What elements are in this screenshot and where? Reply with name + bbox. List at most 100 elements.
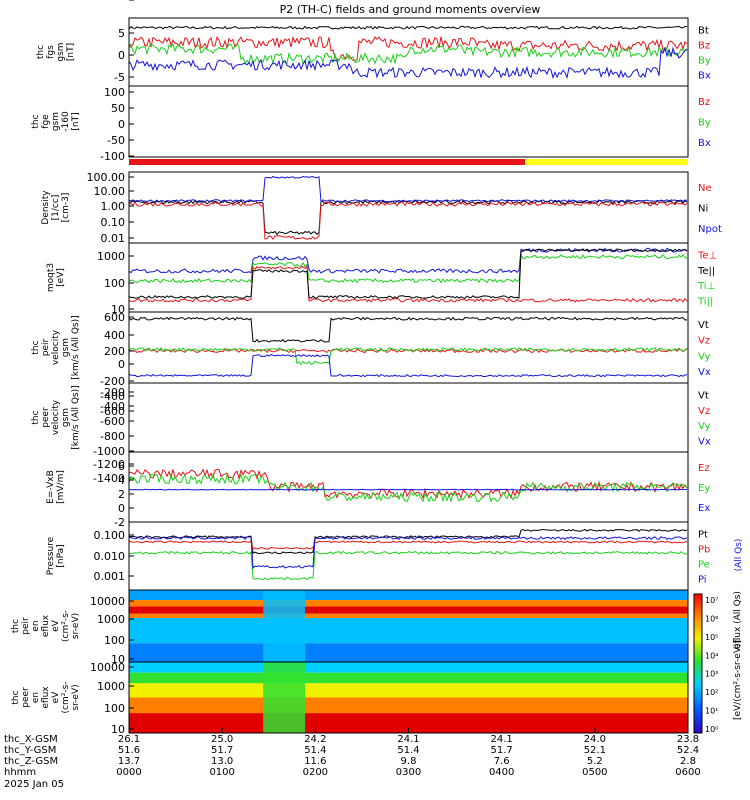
ylabel-line: thc [11,690,21,704]
ylabel-line: eV [51,619,61,632]
trace-blue [128,488,688,491]
ytick-label: 0.010 [94,550,126,563]
ylabel-line: [1/cc] [51,195,61,221]
ytick-label: -600 [100,405,125,418]
legend-Vx: Vx [698,367,711,378]
ytick-label: -200 [100,375,125,388]
trace-red [128,540,688,550]
ytick-label: 0.100 [94,529,126,542]
ytick-label: 0 [118,502,125,515]
ylabel-line: peir [21,617,31,635]
ylabel-line: eV [51,691,61,704]
spectrogram-band [129,672,688,684]
time-axis-value: 0400 [489,767,514,778]
time-axis-value: 51.7 [211,745,233,756]
panel-frame [128,171,689,244]
legend-By: By [698,56,711,67]
trace-black [128,199,688,236]
ytick-label: 0 [118,358,125,371]
ylabel-line: moqt3 [46,263,56,292]
ytick-label: 0 [118,49,125,62]
ytick-label: 6 [118,460,125,473]
ylabel-line: [km/s (All Qs)] [71,385,81,449]
legend-Te||: Te|| [697,266,715,277]
time-axis-value: 0200 [303,767,328,778]
time-axis-value: 51.7 [491,745,513,756]
spectrogram-band [129,662,688,673]
time-axis-value: 24.0 [584,734,606,745]
panel-frame [128,85,689,158]
time-axis-value: 52.4 [677,745,699,756]
ylabel-line: en [31,620,41,631]
ytick-label: 4 [118,474,125,487]
ylabel-line: gsm [61,338,71,357]
ylabel-line: -160 [61,111,71,132]
time-axis-value: 13.7 [118,756,140,767]
pressure-note: (All Qs) [734,539,744,572]
legend-Pt: Pt [698,529,708,540]
time-axis-value: 11.6 [304,756,326,767]
panel-frame [128,382,689,453]
time-axis-value: 24.1 [397,734,419,745]
legend-Vt: Vt [698,320,709,331]
time-axis-value: 51.6 [118,745,140,756]
ytick-label: -100 [100,150,125,163]
trace-red [128,35,688,62]
ylabel-line: [cm-3] [61,193,71,223]
colorbar-tick: 10⁷ [705,596,718,605]
ytick-label: -1000 [93,445,125,458]
ytick-label: 10 [111,303,125,316]
legend-Vt: Vt [698,391,709,402]
time-axis-value: 0600 [675,767,700,778]
legend-Vy: Vy [698,351,711,362]
ytick-label: 1.00 [101,200,126,213]
time-axis-value: 9.8 [401,756,417,767]
ylabel-line: fgs [46,45,56,59]
panel-10: 10000 1000 100 10 thc peer en eflux eV (cm²-s-sr-… [11,661,689,736]
colorbar-tick: 10⁴ [705,651,718,660]
time-axis-value: 0100 [209,767,234,778]
colorbar-tick: 10² [705,688,718,697]
ylabel-line: thc [31,114,41,128]
time-axis-value: 5.2 [587,756,603,767]
ytick-label: 600 [104,311,125,324]
spectrogram-band [129,613,688,619]
ytick-label: 100 [104,702,125,715]
spectrogram-band [129,606,688,614]
ylabel-line: gsm [61,408,71,427]
spectrogram-gap [263,590,306,662]
trace-blue [128,354,688,378]
legend-Vx: Vx [698,437,711,448]
legend-Bz: Bz [698,40,710,51]
ytick-label: 10000 [90,595,125,608]
ylabel-line: peir [41,338,51,356]
time-axis-value: 0000 [116,767,141,778]
ytick-label: -1200 [93,458,125,471]
ytick-label: 400 [104,329,125,342]
trace-black [128,248,688,299]
time-axis-value: 26.1 [118,734,140,745]
ylabel-line: peer [41,407,51,428]
legend-Vy: Vy [698,421,711,432]
spectrogram-band [129,600,688,607]
time-axis-row-label: 2025 Jan 05 [4,779,64,790]
colorbar-tick: 10⁵ [705,633,718,642]
colorbar-tick: 10⁰ [705,725,718,734]
panel-frame [128,521,689,591]
time-axis-value: 0300 [396,767,421,778]
ylabel-line: [nT] [66,43,76,61]
legend-Pb: Pb [698,544,710,555]
ylabel-line: [nPa] [56,544,66,567]
ytick-label: 1000 [97,680,125,693]
legend-Bt: Bt [698,25,709,36]
time-axis-value: 23.8 [677,734,699,745]
trace-black [128,316,688,343]
legend-Ti||: Ti|| [697,297,713,308]
ytick-label: -2 [114,516,125,529]
ylabel-line: eflux [41,686,51,709]
ylabel-line: gsm [56,42,66,61]
legend-Vz: Vz [698,406,710,417]
spectrogram-band [129,618,688,644]
